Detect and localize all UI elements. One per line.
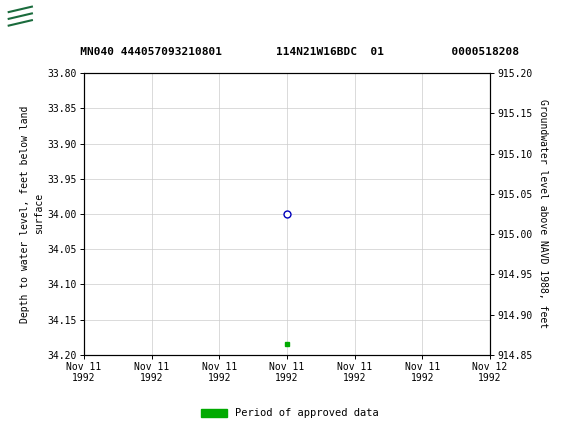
Bar [6,3,64,30]
Y-axis label: Depth to water level, feet below land
surface: Depth to water level, feet below land su… [20,105,44,322]
Text: USGS: USGS [70,7,121,25]
Legend: Period of approved data: Period of approved data [197,404,383,423]
Text: MN040 444057093210801        114N21W16BDC  01          0000518208: MN040 444057093210801 114N21W16BDC 01 00… [60,47,520,57]
Y-axis label: Groundwater level above NAVD 1988, feet: Groundwater level above NAVD 1988, feet [538,99,548,329]
